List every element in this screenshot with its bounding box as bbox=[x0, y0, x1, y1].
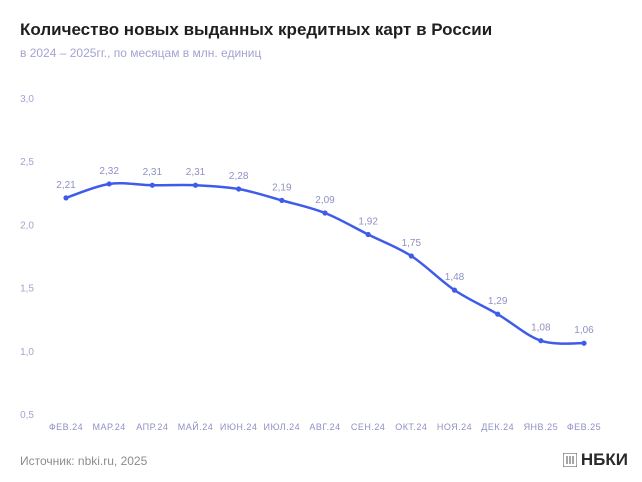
data-label: 2,32 bbox=[99, 166, 119, 177]
data-points bbox=[63, 181, 587, 346]
x-tick-label: ИЮН.24 bbox=[220, 422, 258, 432]
x-tick-label: АВГ.24 bbox=[309, 422, 340, 432]
series-line-group bbox=[64, 181, 586, 345]
data-label: 2,21 bbox=[56, 180, 76, 191]
series-line bbox=[64, 181, 586, 345]
data-point bbox=[63, 195, 69, 201]
x-tick-label: ОКТ.24 bbox=[395, 422, 427, 432]
data-point bbox=[365, 231, 371, 238]
source-note: Источник: nbki.ru, 2025 bbox=[20, 454, 148, 468]
y-tick-label: 1,0 bbox=[20, 347, 34, 358]
y-tick-label: 2,0 bbox=[20, 220, 34, 231]
data-label: 1,48 bbox=[445, 272, 465, 283]
x-axis: ФЕВ.24 МАР.24 АПР.24 МАЙ.24 ИЮН.24 ИЮЛ.24 АВГ.… bbox=[49, 421, 601, 432]
x-tick-label: ДЕК.24 bbox=[481, 422, 514, 432]
nbki-logo: НБКИ bbox=[562, 450, 628, 470]
data-point bbox=[106, 181, 112, 187]
y-tick-label: 2,5 bbox=[20, 157, 34, 168]
logo-text: НБКИ bbox=[580, 450, 628, 469]
data-label: 1,92 bbox=[358, 217, 378, 228]
data-labels: 2,21 2,32 2,31 2,31 2,28 2,19 2,09 1,92 1,75 1,48… bbox=[56, 166, 594, 336]
x-tick-label: ИЮЛ.24 bbox=[264, 422, 301, 432]
y-tick-label: 0,5 bbox=[20, 410, 34, 421]
data-point bbox=[192, 182, 199, 188]
data-label: 2,31 bbox=[186, 167, 206, 178]
x-tick-label: ФЕВ.24 bbox=[49, 422, 83, 432]
x-tick-label: ЯНВ.25 bbox=[524, 422, 559, 432]
x-tick-label: МАЙ.24 bbox=[178, 421, 213, 432]
data-point bbox=[236, 186, 242, 192]
data-point bbox=[538, 338, 544, 344]
data-point bbox=[408, 253, 414, 259]
data-label: 2,28 bbox=[229, 171, 249, 182]
x-tick-label: АПР.24 bbox=[136, 422, 168, 432]
logo-mark-icon bbox=[562, 453, 577, 467]
data-point bbox=[451, 287, 458, 293]
chart-subtitle: в 2024 – 2025гг., по месяцам в млн. един… bbox=[20, 46, 262, 60]
y-tick-label: 1,5 bbox=[20, 284, 34, 295]
data-label: 1,75 bbox=[402, 238, 422, 249]
data-label: 1,29 bbox=[488, 296, 508, 307]
chart-title: Количество новых выданных кредитных карт… bbox=[20, 20, 493, 39]
data-point bbox=[495, 311, 501, 317]
x-tick-label: СЕН.24 bbox=[351, 422, 386, 432]
x-tick-label: МАР.24 bbox=[93, 422, 126, 432]
data-point bbox=[279, 197, 285, 203]
y-tick-label: 3,0 bbox=[20, 94, 34, 105]
data-label: 2,09 bbox=[315, 195, 335, 206]
x-tick-label: НОЯ.24 bbox=[437, 422, 472, 432]
data-point bbox=[581, 340, 587, 346]
data-label: 2,31 bbox=[143, 167, 163, 178]
data-label: 2,19 bbox=[272, 182, 292, 193]
data-label: 1,06 bbox=[574, 325, 594, 336]
data-label: 1,08 bbox=[531, 323, 551, 334]
y-axis: 0,5 1,0 1,5 2,0 2,5 3,0 bbox=[20, 94, 34, 421]
x-tick-label: ФЕВ.25 bbox=[567, 422, 601, 432]
data-point bbox=[322, 210, 328, 216]
data-point bbox=[149, 182, 155, 188]
